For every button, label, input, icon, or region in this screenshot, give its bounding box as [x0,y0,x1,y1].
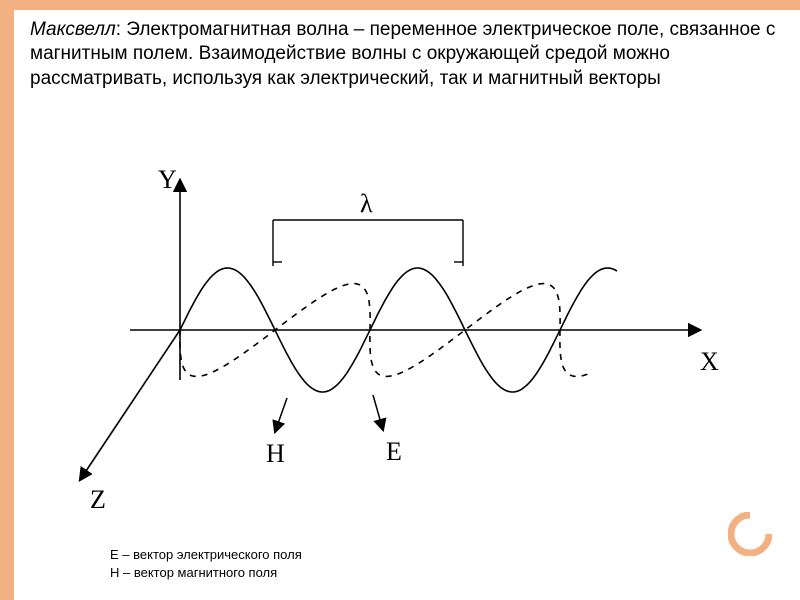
y-axis-label: Y [158,165,177,194]
x-axis-label: X [700,347,719,376]
h-label: H [266,439,285,468]
em-wave-diagram: X Y Z λ E H [60,140,740,510]
legend-line-e: Е – вектор электрического поля [110,546,302,564]
frame-top [0,0,800,10]
header-body: Электромагнитная волна – переменное элек… [30,19,775,89]
z-axis-label: Z [90,485,106,510]
z-axis [80,330,180,480]
legend: Е – вектор электрического поля Н – векто… [110,546,302,581]
lambda-label: λ [360,189,373,218]
header-text: Максвелл: Электромагнитная волна – перем… [30,18,780,91]
legend-line-h: Н – вектор магнитного поля [110,564,302,582]
corner-accent-icon [728,512,772,556]
frame-left [0,0,14,600]
h-vector-arrow [275,398,287,432]
author-sep: : [116,19,127,40]
lambda-marker [273,220,463,266]
e-vector-arrow [373,395,383,430]
e-label: E [386,437,402,466]
author-name: Максвелл [30,19,116,40]
